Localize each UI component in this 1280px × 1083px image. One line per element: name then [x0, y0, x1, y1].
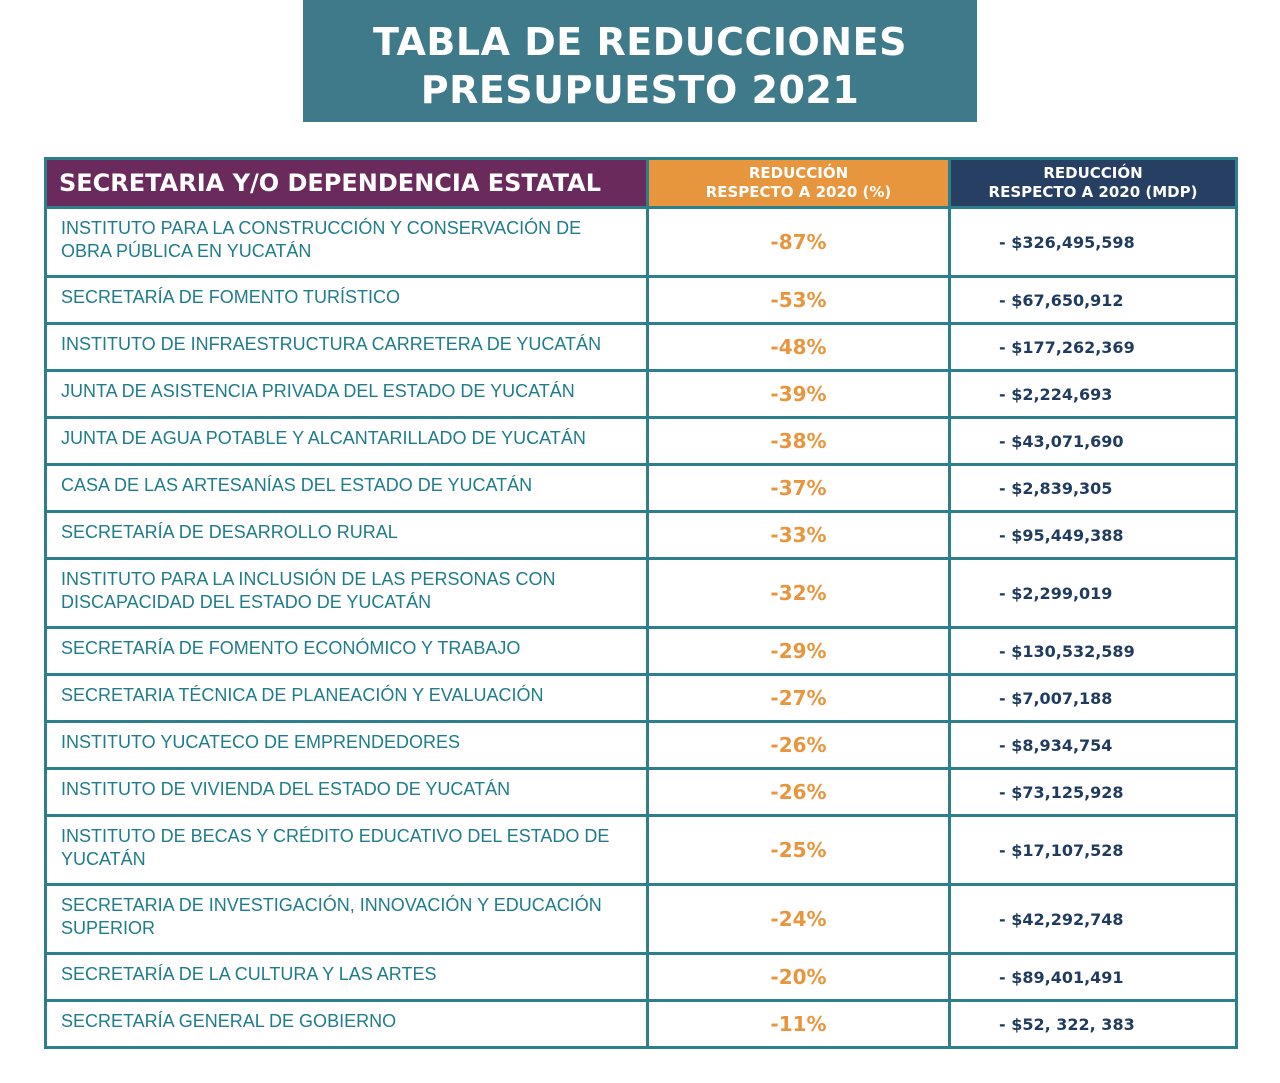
- dependency-name: INSTITUTO PARA LA CONSTRUCCIÓN Y CONSERV…: [44, 206, 649, 278]
- table-row: SECRETARÍA DE FOMENTO TURÍSTICO -53% - $…: [44, 275, 1238, 325]
- header-percent-line1: REDUCCIÓN: [748, 164, 849, 182]
- name-line2: YUCATÁN: [61, 849, 146, 869]
- table-row: JUNTA DE ASISTENCIA PRIVADA DEL ESTADO D…: [44, 369, 1238, 419]
- dependency-name: SECRETARÍA DE LA CULTURA Y LAS ARTES: [44, 952, 649, 1002]
- table-row: INSTITUTO PARA LA CONSTRUCCIÓN Y CONSERV…: [44, 206, 1238, 278]
- reduction-percent: -48%: [646, 322, 951, 372]
- table-row: SECRETARÍA GENERAL DE GOBIERNO -11% - $5…: [44, 999, 1238, 1049]
- reduction-percent: -26%: [646, 720, 951, 770]
- header-amount: REDUCCIÓN RESPECTO A 2020 (MDP): [948, 157, 1238, 209]
- dependency-name: SECRETARÍA DE FOMENTO TURÍSTICO: [44, 275, 649, 325]
- table-row: INSTITUTO PARA LA INCLUSIÓN DE LAS PERSO…: [44, 557, 1238, 629]
- reduction-amount: - $8,934,754: [948, 720, 1238, 770]
- reduction-amount: - $7,007,188: [948, 673, 1238, 723]
- table-row: CASA DE LAS ARTESANÍAS DEL ESTADO DE YUC…: [44, 463, 1238, 513]
- reduction-percent: -38%: [646, 416, 951, 466]
- header-amount-line1: REDUCCIÓN: [1043, 164, 1143, 182]
- dependency-name: CASA DE LAS ARTESANÍAS DEL ESTADO DE YUC…: [44, 463, 649, 513]
- reduction-amount: - $2,299,019: [948, 557, 1238, 629]
- dependency-name: SECRETARIA DE INVESTIGACIÓN, INNOVACIÓN …: [44, 883, 649, 955]
- header-amount-line2: RESPECTO A 2020 (MDP): [988, 183, 1198, 201]
- dependency-name: SECRETARÍA GENERAL DE GOBIERNO: [44, 999, 649, 1049]
- reduction-amount: - $89,401,491: [948, 952, 1238, 1002]
- name-line2: DISCAPACIDAD DEL ESTADO DE YUCATÁN: [61, 592, 432, 612]
- name-line1: SECRETARIA TÉCNICA DE PLANEACIÓN Y EVALU…: [61, 685, 544, 705]
- reduction-percent: -39%: [646, 369, 951, 419]
- reduction-amount: - $73,125,928: [948, 767, 1238, 817]
- reduction-percent: -24%: [646, 883, 951, 955]
- reduction-percent: -37%: [646, 463, 951, 513]
- reduction-amount: - $2,224,693: [948, 369, 1238, 419]
- name-line1: INSTITUTO PARA LA CONSTRUCCIÓN Y CONSERV…: [61, 218, 582, 238]
- name-line1: SECRETARIA DE INVESTIGACIÓN, INNOVACIÓN …: [61, 895, 602, 915]
- reduction-percent: -87%: [646, 206, 951, 278]
- name-line1: INSTITUTO YUCATECO DE EMPRENDEDORES: [61, 732, 461, 752]
- name-line1: INSTITUTO DE VIVIENDA DEL ESTADO DE YUCA…: [61, 779, 511, 799]
- dependency-name: INSTITUTO DE INFRAESTRUCTURA CARRETERA D…: [44, 322, 649, 372]
- dependency-name: SECRETARIA TÉCNICA DE PLANEACIÓN Y EVALU…: [44, 673, 649, 723]
- table-row: INSTITUTO YUCATECO DE EMPRENDEDORES -26%…: [44, 720, 1238, 770]
- table-row: SECRETARÍA DE DESARROLLO RURAL -33% - $9…: [44, 510, 1238, 560]
- reduction-amount: - $42,292,748: [948, 883, 1238, 955]
- table-row: INSTITUTO DE BECAS Y CRÉDITO EDUCATIVO D…: [44, 814, 1238, 886]
- reduction-amount: - $326,495,598: [948, 206, 1238, 278]
- reduction-amount: - $95,449,388: [948, 510, 1238, 560]
- dependency-name: JUNTA DE AGUA POTABLE Y ALCANTARILLADO D…: [44, 416, 649, 466]
- name-line2: SUPERIOR: [61, 918, 156, 938]
- name-line1: SECRETARÍA DE FOMENTO TURÍSTICO: [61, 287, 401, 307]
- reduction-amount: - $52, 322, 383: [948, 999, 1238, 1049]
- title-banner: TABLA DE REDUCCIONES PRESUPUESTO 2021: [303, 0, 977, 122]
- table-row: SECRETARIA DE INVESTIGACIÓN, INNOVACIÓN …: [44, 883, 1238, 955]
- reduction-percent: -25%: [646, 814, 951, 886]
- reduction-percent: -33%: [646, 510, 951, 560]
- name-line1: JUNTA DE ASISTENCIA PRIVADA DEL ESTADO D…: [61, 381, 575, 401]
- name-line1: INSTITUTO DE BECAS Y CRÉDITO EDUCATIVO D…: [61, 826, 610, 846]
- reductions-table-container: SECRETARIA Y/O DEPENDENCIA ESTATAL REDUC…: [44, 157, 1238, 1049]
- reduction-amount: - $130,532,589: [948, 626, 1238, 676]
- name-line1: INSTITUTO PARA LA INCLUSIÓN DE LAS PERSO…: [61, 569, 556, 589]
- table-row: SECRETARÍA DE LA CULTURA Y LAS ARTES -20…: [44, 952, 1238, 1002]
- reductions-table: SECRETARIA Y/O DEPENDENCIA ESTATAL REDUC…: [44, 157, 1238, 1049]
- reduction-amount: - $43,071,690: [948, 416, 1238, 466]
- dependency-name: SECRETARÍA DE FOMENTO ECONÓMICO Y TRABAJ…: [44, 626, 649, 676]
- reduction-amount: - $2,839,305: [948, 463, 1238, 513]
- name-line1: CASA DE LAS ARTESANÍAS DEL ESTADO DE YUC…: [61, 475, 533, 495]
- name-line1: JUNTA DE AGUA POTABLE Y ALCANTARILLADO D…: [61, 428, 586, 448]
- reduction-amount: - $177,262,369: [948, 322, 1238, 372]
- dependency-name: JUNTA DE ASISTENCIA PRIVADA DEL ESTADO D…: [44, 369, 649, 419]
- dependency-name: INSTITUTO DE BECAS Y CRÉDITO EDUCATIVO D…: [44, 814, 649, 886]
- reduction-amount: - $17,107,528: [948, 814, 1238, 886]
- reduction-percent: -32%: [646, 557, 951, 629]
- header-percent: REDUCCIÓN RESPECTO A 2020 (%): [646, 157, 951, 209]
- name-line2: OBRA PÚBLICA EN YUCATÁN: [61, 241, 312, 261]
- dependency-name: INSTITUTO YUCATECO DE EMPRENDEDORES: [44, 720, 649, 770]
- title-line-1: TABLA DE REDUCCIONES: [373, 20, 907, 64]
- table-row: SECRETARIA TÉCNICA DE PLANEACIÓN Y EVALU…: [44, 673, 1238, 723]
- table-row: INSTITUTO DE INFRAESTRUCTURA CARRETERA D…: [44, 322, 1238, 372]
- reduction-amount: - $67,650,912: [948, 275, 1238, 325]
- table-row: SECRETARÍA DE FOMENTO ECONÓMICO Y TRABAJ…: [44, 626, 1238, 676]
- dependency-name: INSTITUTO DE VIVIENDA DEL ESTADO DE YUCA…: [44, 767, 649, 817]
- name-line1: SECRETARÍA GENERAL DE GOBIERNO: [61, 1011, 397, 1031]
- reduction-percent: -11%: [646, 999, 951, 1049]
- reduction-percent: -27%: [646, 673, 951, 723]
- title-line-2: PRESUPUESTO 2021: [420, 68, 860, 112]
- reduction-percent: -53%: [646, 275, 951, 325]
- table-row: JUNTA DE AGUA POTABLE Y ALCANTARILLADO D…: [44, 416, 1238, 466]
- header-percent-line2: RESPECTO A 2020 (%): [705, 183, 892, 201]
- name-line1: SECRETARÍA DE FOMENTO ECONÓMICO Y TRABAJ…: [61, 638, 521, 658]
- dependency-name: INSTITUTO PARA LA INCLUSIÓN DE LAS PERSO…: [44, 557, 649, 629]
- reduction-percent: -20%: [646, 952, 951, 1002]
- table-row: INSTITUTO DE VIVIENDA DEL ESTADO DE YUCA…: [44, 767, 1238, 817]
- dependency-name: SECRETARÍA DE DESARROLLO RURAL: [44, 510, 649, 560]
- reduction-percent: -29%: [646, 626, 951, 676]
- name-line1: SECRETARÍA DE DESARROLLO RURAL: [61, 522, 398, 542]
- name-line1: INSTITUTO DE INFRAESTRUCTURA CARRETERA D…: [61, 334, 602, 354]
- table-header-row: SECRETARIA Y/O DEPENDENCIA ESTATAL REDUC…: [44, 157, 1238, 209]
- reduction-percent: -26%: [646, 767, 951, 817]
- header-dependency: SECRETARIA Y/O DEPENDENCIA ESTATAL: [44, 157, 649, 209]
- name-line1: SECRETARÍA DE LA CULTURA Y LAS ARTES: [61, 964, 437, 984]
